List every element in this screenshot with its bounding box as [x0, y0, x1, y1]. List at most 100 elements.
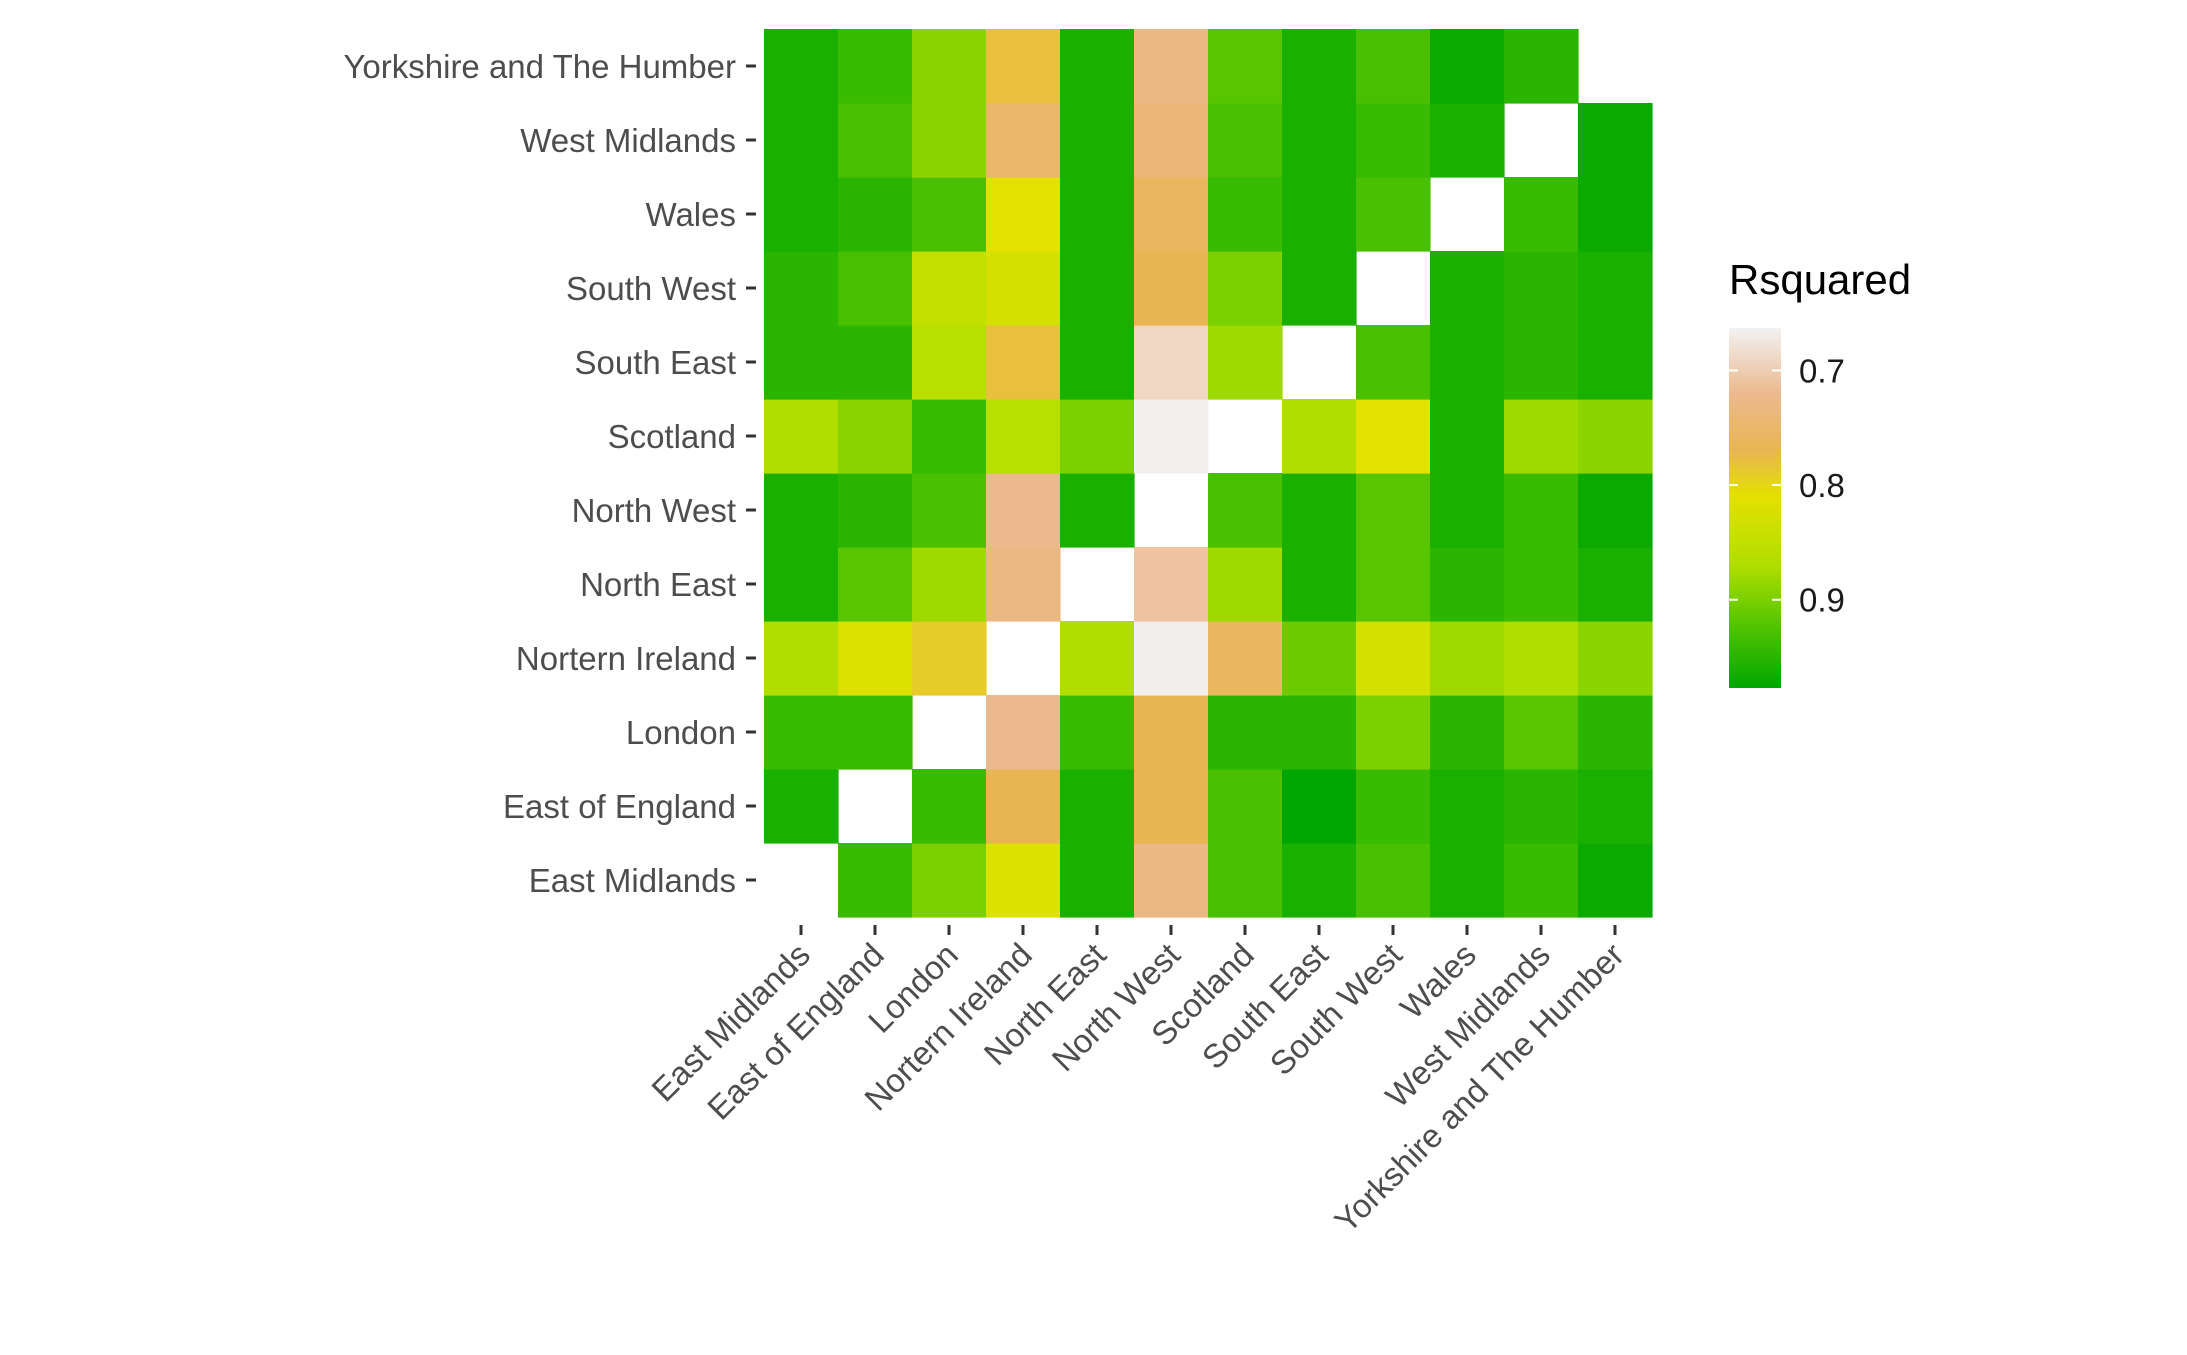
heatmap-cell — [1430, 251, 1505, 326]
heatmap-cell — [1504, 769, 1579, 844]
heatmap-cell — [838, 547, 913, 622]
heatmap-cell — [1208, 251, 1283, 326]
heatmap-cell — [1578, 621, 1653, 696]
heatmap-cell — [764, 29, 839, 104]
heatmap-cell — [1430, 547, 1505, 622]
heatmap-cell — [1208, 177, 1283, 252]
heatmap-cell — [1282, 843, 1357, 918]
y-axis: East Midlands East of England London Norter… — [343, 48, 756, 899]
y-tick-label: East of England — [503, 788, 736, 825]
heatmap-cell — [838, 251, 913, 326]
heatmap-cell — [1578, 325, 1653, 400]
heatmap-cell — [1282, 251, 1357, 326]
heatmap-cell — [1134, 547, 1209, 622]
legend-title: Rsquared — [1729, 256, 1911, 303]
heatmap-cell — [1504, 547, 1579, 622]
heatmap-cell — [912, 547, 987, 622]
heatmap-cell — [1282, 769, 1357, 844]
heatmap-cell — [764, 769, 839, 844]
heatmap-cell — [1282, 103, 1357, 178]
heatmap-cell — [1504, 177, 1579, 252]
heatmap-cell — [764, 399, 839, 474]
heatmap-cell — [1578, 843, 1653, 918]
heatmap-cell — [1208, 769, 1283, 844]
heatmap-cell — [764, 177, 839, 252]
heatmap-cell — [986, 325, 1061, 400]
heatmap-cell — [1208, 473, 1283, 548]
heatmap-cell — [1134, 621, 1209, 696]
legend: Rsquared 0.7 0.8 0.9 — [1729, 256, 1911, 688]
heatmap-cell — [838, 621, 913, 696]
heatmap-cell — [1134, 769, 1209, 844]
heatmap-cell — [764, 547, 839, 622]
heatmap-cell — [838, 843, 913, 918]
heatmap-cell — [912, 843, 987, 918]
heatmap-cell — [1430, 769, 1505, 844]
heatmap-cell — [1430, 695, 1505, 770]
heatmap-cell — [1282, 473, 1357, 548]
heatmap-cell — [1356, 621, 1431, 696]
y-tick-label: Yorkshire and The Humber — [343, 48, 736, 85]
heatmap-cell — [912, 621, 987, 696]
heatmap-cell — [1208, 621, 1283, 696]
heatmap-cell — [1208, 103, 1283, 178]
heatmap-cell — [838, 473, 913, 548]
heatmap-cell — [1504, 251, 1579, 326]
heatmap-cell — [764, 695, 839, 770]
heatmap-cell — [838, 29, 913, 104]
heatmap-cell — [1134, 399, 1209, 474]
heatmap-cell — [1356, 843, 1431, 918]
heatmap-cell — [764, 251, 839, 326]
heatmap-cell — [838, 177, 913, 252]
heatmap-cell — [1430, 843, 1505, 918]
heatmap-cell — [1060, 325, 1135, 400]
heatmap-cell — [1578, 251, 1653, 326]
heatmap-cell — [1282, 29, 1357, 104]
legend-break-label: 0.7 — [1799, 352, 1845, 389]
heatmap-cell — [1060, 399, 1135, 474]
heatmap-cell — [1060, 29, 1135, 104]
legend-break-label: 0.9 — [1799, 582, 1845, 619]
heatmap-cell — [912, 399, 987, 474]
heatmap-cell — [1578, 473, 1653, 548]
heatmap-cell — [1060, 251, 1135, 326]
heatmap-cell — [764, 621, 839, 696]
heatmap-cell — [1578, 103, 1653, 178]
heatmap-cell — [1356, 325, 1431, 400]
heatmap-cell — [1430, 103, 1505, 178]
heatmap-cell — [986, 473, 1061, 548]
heatmap-cell — [986, 399, 1061, 474]
heatmap-cell — [838, 695, 913, 770]
heatmap-cell — [912, 769, 987, 844]
y-tick-label: South West — [566, 270, 736, 307]
heatmap-cell — [1578, 547, 1653, 622]
heatmap-cell — [1430, 621, 1505, 696]
heatmap-cell — [1282, 621, 1357, 696]
heatmap-cell — [1208, 29, 1283, 104]
legend-break-label: 0.8 — [1799, 467, 1845, 504]
heatmap-cell — [986, 177, 1061, 252]
heatmap-cell — [1282, 399, 1357, 474]
heatmap-cell — [1356, 547, 1431, 622]
heatmap-cell — [1356, 769, 1431, 844]
legend-colorbar — [1729, 328, 1781, 688]
y-tick-label: Wales — [646, 196, 736, 233]
heatmap-cell — [1430, 399, 1505, 474]
heatmap-cell — [1356, 29, 1431, 104]
heatmap-cell — [1356, 399, 1431, 474]
heatmap-cell — [1208, 325, 1283, 400]
heatmap-cell — [1282, 695, 1357, 770]
heatmap-cell — [1504, 621, 1579, 696]
heatmap-cell — [1134, 29, 1209, 104]
heatmap-cell — [838, 325, 913, 400]
heatmap-cell — [1282, 547, 1357, 622]
heatmap-cell — [1578, 695, 1653, 770]
heatmap-cell — [1356, 695, 1431, 770]
heatmap-cell — [1208, 547, 1283, 622]
y-tick-label: Nortern Ireland — [516, 640, 736, 677]
heatmap-cell — [1504, 29, 1579, 104]
heatmap-cell — [1060, 695, 1135, 770]
y-tick-label: South East — [575, 344, 736, 381]
